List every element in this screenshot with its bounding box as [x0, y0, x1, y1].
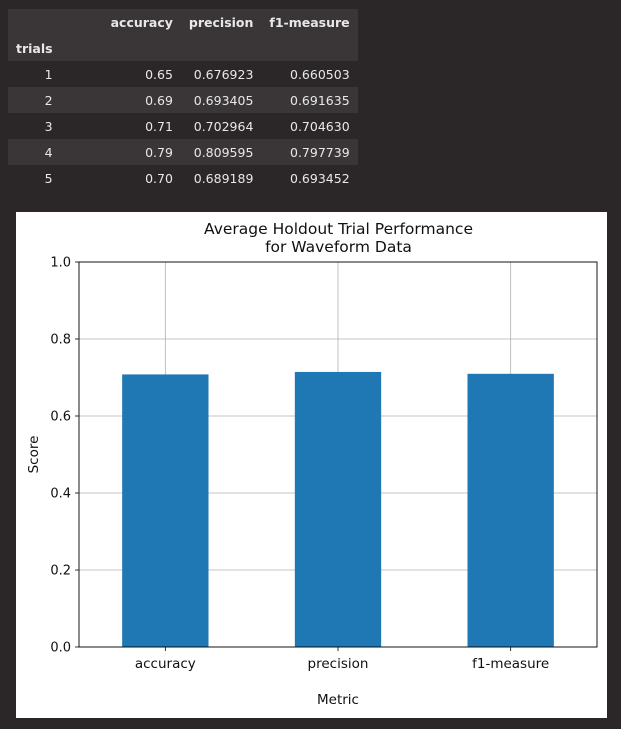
- f1-measure-cell: 0.693452: [290, 170, 350, 186]
- f1-measure-cell: 0.704630: [290, 118, 350, 134]
- table-row: 5 0.70 0.689189 0.693452: [8, 165, 358, 191]
- row-index-cell: 1: [44, 66, 53, 82]
- precision-cell: 0.809595: [193, 144, 254, 160]
- f1-measure-cell: 0.691635: [290, 92, 350, 108]
- y-axis-label: Score: [26, 436, 42, 474]
- bar-precision: [294, 371, 382, 647]
- precision-cell: 0.676923: [193, 66, 254, 82]
- column-header-f1-measure: f1-measure: [269, 14, 350, 30]
- row-index-cell: 4: [44, 144, 53, 160]
- y-tick-label: 0.0: [50, 641, 71, 656]
- accuracy-cell: 0.65: [145, 66, 173, 82]
- row-index-cell: 5: [44, 170, 53, 186]
- trials-table: accuracy precision f1-measure trials 1 0.…: [8, 9, 358, 191]
- bar-chart: Average Holdout Trial Performance for Wa…: [16, 212, 607, 718]
- x-tick-label: accuracy: [135, 656, 196, 672]
- row-index-cell: 2: [44, 92, 53, 108]
- precision-cell: 0.693405: [193, 92, 254, 108]
- table-row: 2 0.69 0.693405 0.691635: [8, 87, 358, 113]
- f1-measure-cell: 0.797739: [290, 144, 350, 160]
- y-tick-label: 0.4: [50, 487, 71, 502]
- dataframe-output: accuracy precision f1-measure trials 1 0.…: [8, 9, 358, 191]
- index-name-label: trials: [16, 40, 53, 56]
- table-row: 3 0.71 0.702964 0.704630: [8, 113, 358, 139]
- chart-plot-area: 0.0 0.2 0.4 0.6 0.8 1.0 accuracy precision f1-me…: [26, 256, 598, 708]
- accuracy-cell: 0.71: [145, 118, 173, 134]
- index-name-row: trials: [8, 35, 358, 61]
- bar-f1-measure: [467, 373, 554, 647]
- bar-accuracy: [122, 374, 209, 647]
- precision-cell: 0.689189: [193, 170, 254, 186]
- table-header-row: accuracy precision f1-measure: [8, 9, 358, 35]
- y-tick-label: 0.8: [50, 333, 71, 348]
- column-header-precision: precision: [188, 14, 254, 30]
- accuracy-cell: 0.70: [145, 170, 173, 186]
- column-header-accuracy: accuracy: [110, 14, 173, 30]
- chart-title-line-2: for Waveform Data: [265, 238, 412, 256]
- x-tick-label: precision: [308, 656, 369, 672]
- x-axis-label: Metric: [317, 692, 359, 708]
- y-tick-label: 0.6: [50, 410, 71, 425]
- x-tick-label: f1-measure: [472, 656, 549, 672]
- chart-title: Average Holdout Trial Performance for Wa…: [66, 220, 611, 256]
- f1-measure-cell: 0.660503: [290, 66, 350, 82]
- precision-cell: 0.702964: [193, 118, 254, 134]
- y-tick-label: 0.2: [50, 564, 71, 579]
- accuracy-cell: 0.69: [145, 92, 173, 108]
- table-row: 4 0.79 0.809595 0.797739: [8, 139, 358, 165]
- accuracy-cell: 0.79: [145, 144, 173, 160]
- table-row: 1 0.65 0.676923 0.660503: [8, 61, 358, 87]
- y-tick-label: 1.0: [50, 256, 71, 271]
- chart-title-line-1: Average Holdout Trial Performance: [204, 220, 473, 238]
- row-index-cell: 3: [44, 118, 53, 134]
